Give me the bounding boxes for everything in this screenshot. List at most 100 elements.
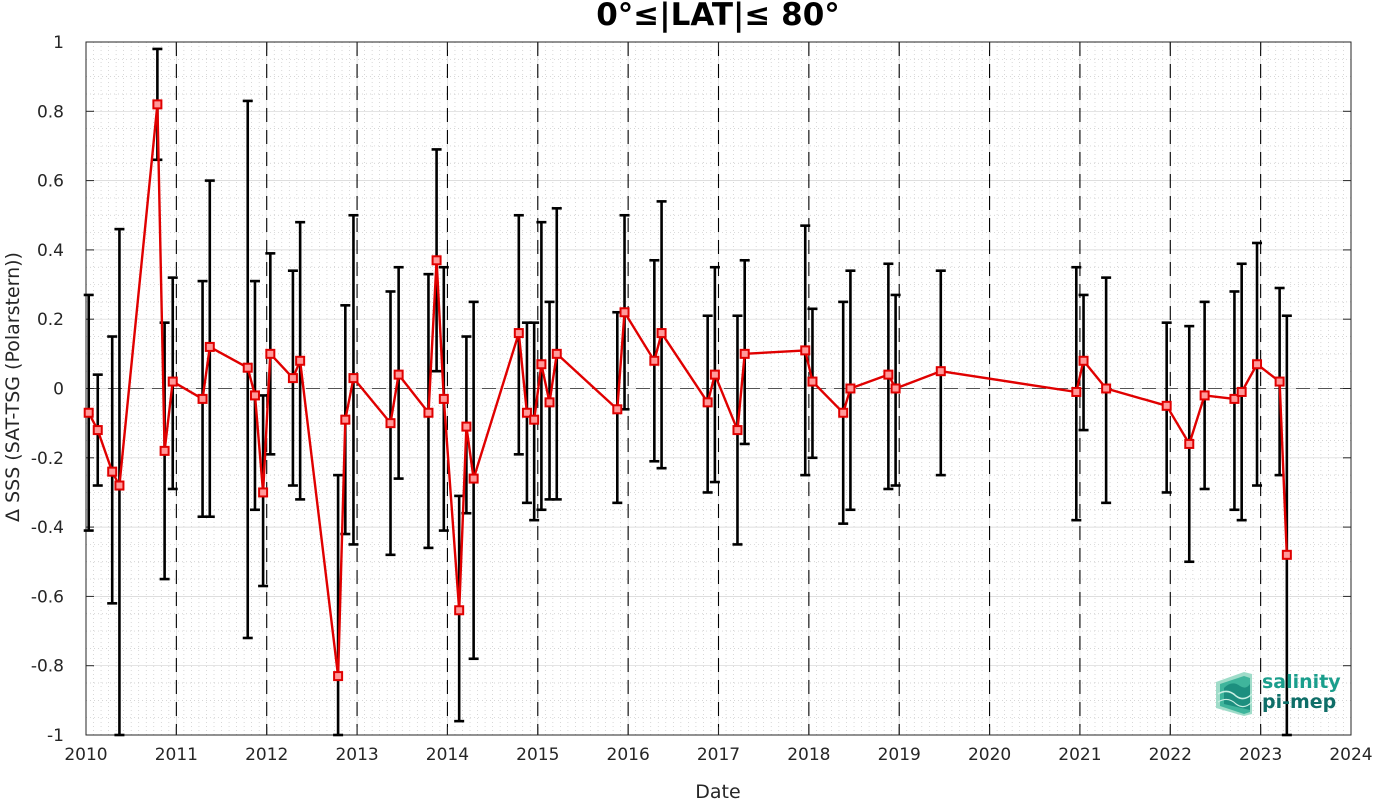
data-point [159,445,170,456]
data-point [619,307,630,318]
data-point [107,466,118,477]
x-tick-label: 2022 [1149,745,1192,765]
data-point [83,407,94,418]
x-tick-label: 2015 [516,745,559,765]
data-point [845,383,856,394]
salinity-pi-mep-logo: salinity pi-mep [1214,664,1344,720]
x-tick-label: 2024 [1329,745,1372,765]
data-point [529,414,540,425]
data-point [513,328,524,339]
data-point [92,425,103,436]
data-point [287,373,298,384]
logo-text-salinity: salinity [1262,671,1341,693]
data-point [551,348,562,359]
y-tick-labels: -1 -0.8 -0.6 -0.4 -0.2 0 0.2 0.4 0.6 0.8 1 [31,33,64,746]
x-tick-labels: 2010 2011 2012 2013 2014 2015 2016 2017 2018 2019… [64,745,1372,765]
data-point [348,373,359,384]
y-tick-label: -0.6 [31,587,64,607]
year-dashed-lines [175,42,1262,735]
y-tick-label: 1 [53,33,64,53]
tick-layer [85,41,1352,736]
data-point [114,480,125,491]
data-point [385,418,396,429]
data-point [152,99,163,110]
series-line-layer [87,103,1288,678]
x-tick-label: 2016 [607,745,650,765]
y-tick-label: -1 [47,726,64,746]
chart-title: 0°≤|LAT|≤ 80° [596,0,840,33]
data-point [709,369,720,380]
data-point [204,341,215,352]
x-tick-label: 2013 [335,745,378,765]
data-point [656,328,667,339]
data-point [1161,400,1172,411]
data-point [340,414,351,425]
data-point [393,369,404,380]
y-tick-label: 0 [53,380,64,400]
data-point [890,383,901,394]
data-point [883,369,894,380]
x-tick-label: 2011 [155,745,198,765]
data-point [739,348,750,359]
data-point [265,348,276,359]
data-point [167,376,178,387]
x-tick-label: 2017 [697,745,740,765]
logo-text-pi-mep: pi-mep [1262,691,1336,713]
data-point [461,421,472,432]
y-tick-label: -0.8 [31,657,64,677]
y-tick-label: 0.8 [37,102,64,122]
data-point [1229,393,1240,404]
data-point [1078,355,1089,366]
data-point [732,425,743,436]
x-tick-label: 2023 [1239,745,1282,765]
data-point [649,355,660,366]
data-point [258,487,269,498]
x-tick-label: 2020 [968,745,1011,765]
logo-wave-icon [1216,672,1253,716]
x-axis-label: Date [695,781,740,801]
series-line [87,103,1288,678]
data-point [438,393,449,404]
data-point [612,404,623,415]
data-point [431,255,442,266]
data-point [197,393,208,404]
data-point [800,345,811,356]
data-point [544,397,555,408]
data-point [423,407,434,418]
data-point [935,366,946,377]
y-tick-label: 0.4 [37,241,64,261]
data-point [1101,383,1112,394]
data-point [468,473,479,484]
x-tick-label: 2012 [245,745,288,765]
data-point [1236,386,1247,397]
y-axis-label: Δ SSS (SAT-TSG (Polarstern)) [2,252,24,522]
data-point [1071,386,1082,397]
errorbar [1281,314,1292,737]
data-point [454,605,465,616]
y-tick-label: 0.6 [37,172,64,192]
x-tick-label: 2014 [426,745,469,765]
data-point [1281,549,1292,560]
x-tick-label: 2018 [787,745,830,765]
errorbar [333,473,344,737]
data-point [242,362,253,373]
x-tick-label: 2019 [878,745,921,765]
data-point [249,390,260,401]
x-tick-label: 2021 [1058,745,1101,765]
y-tick-label: -0.2 [31,449,64,469]
data-point [1184,438,1195,449]
x-tick-label: 2010 [64,745,107,765]
marker-layer [83,99,1292,682]
data-point [702,397,713,408]
data-point [1274,376,1285,387]
y-tick-label: 0.2 [37,310,64,330]
data-point [295,355,306,366]
data-point [536,359,547,370]
data-point [838,407,849,418]
data-point [1252,359,1263,370]
data-point [1199,390,1210,401]
y-tick-label: -0.4 [31,518,64,538]
data-point [807,376,818,387]
